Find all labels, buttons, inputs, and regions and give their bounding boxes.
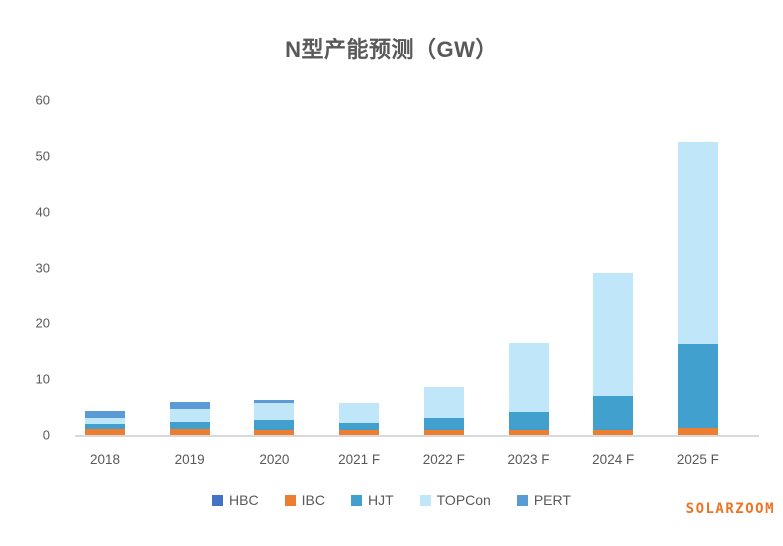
legend-swatch-hbc (212, 494, 224, 506)
bar-segment-hjt (593, 396, 634, 430)
bar-group (508, 342, 549, 435)
bar-segment-hjt (339, 422, 380, 430)
bar-group (169, 401, 210, 435)
legend-item: IBC (284, 492, 325, 508)
bar-segment-hjt (85, 423, 125, 430)
legend-swatch-topcon (419, 494, 431, 506)
bar-segment-ibc (169, 429, 210, 435)
bar-segment-ibc (339, 429, 380, 435)
bar-segment-pert (85, 411, 125, 418)
bar-segment-hjt (169, 421, 210, 430)
bar-segment-ibc (85, 429, 125, 435)
y-axis-tick-label: 10 (35, 371, 50, 387)
x-axis-baseline (75, 435, 759, 437)
bar-segment-topcon (593, 272, 634, 397)
x-axis-label: 2025 F (676, 452, 719, 467)
bar-group (254, 399, 295, 435)
y-axis-tick-label: 30 (35, 260, 50, 275)
legend-item: PERT (516, 492, 571, 508)
legend-label: HBC (229, 492, 259, 508)
bar-segment-hjt (677, 344, 718, 429)
bar-segment-hjt (423, 418, 464, 430)
y-axis-tick-label: 40 (35, 204, 50, 220)
bar-segment-topcon (339, 403, 380, 423)
bar-segment-topcon (254, 403, 295, 420)
bar-segment-ibc (508, 429, 549, 435)
bar-segment-topcon (85, 417, 125, 424)
legend: HBC IBC HJT TOPCon PERT (0, 492, 783, 508)
chart-title: N型产能预测（GW） (285, 37, 498, 62)
legend-swatch-pert (516, 494, 528, 506)
bar-group (85, 411, 125, 435)
bar-group (339, 403, 380, 435)
legend-label: HJT (367, 492, 394, 508)
legend-label: PERT (533, 492, 571, 508)
bar-group (593, 272, 634, 435)
legend-swatch-hjt (350, 494, 362, 506)
y-axis-tick-label: 20 (35, 315, 50, 331)
x-axis-label: 2024 F (592, 452, 635, 467)
legend-label: TOPCon (436, 492, 491, 508)
bar-group (677, 142, 718, 435)
bar-group (423, 387, 464, 435)
bar-segment-hjt (254, 419, 295, 430)
bar-segment-pert (169, 401, 210, 410)
bar-segment-hjt (508, 411, 549, 430)
legend-item: TOPCon (419, 492, 491, 508)
bar-segment-pert (254, 399, 295, 404)
x-axis-label: 2022 F (422, 452, 465, 467)
x-axis-label: 2021 F (338, 452, 381, 467)
watermark-logo: SOLARZOOM (685, 501, 775, 517)
bar-segment-topcon (677, 142, 718, 345)
legend-item: HBC (212, 492, 259, 508)
y-axis-tick-label: 0 (42, 427, 50, 443)
bar-segment-topcon (169, 409, 210, 422)
legend-item: HJT (350, 492, 394, 508)
x-axis-label: 2020 (259, 452, 290, 467)
x-axis-label: 2018 (89, 452, 121, 467)
legend-swatch-ibc (284, 494, 296, 506)
bar-segment-ibc (677, 428, 718, 435)
x-axis-label: 2023 F (507, 452, 550, 467)
bar-segment-topcon (508, 342, 549, 412)
bar-segment-topcon (423, 387, 464, 419)
y-axis-tick-label: 50 (35, 148, 50, 164)
x-axis-label: 2019 (174, 452, 205, 467)
bar-segment-ibc (254, 429, 295, 435)
bar-segment-ibc (593, 429, 634, 435)
y-axis-tick-label: 60 (35, 92, 50, 108)
bar-segment-ibc (423, 429, 464, 435)
legend-label: IBC (301, 492, 325, 508)
